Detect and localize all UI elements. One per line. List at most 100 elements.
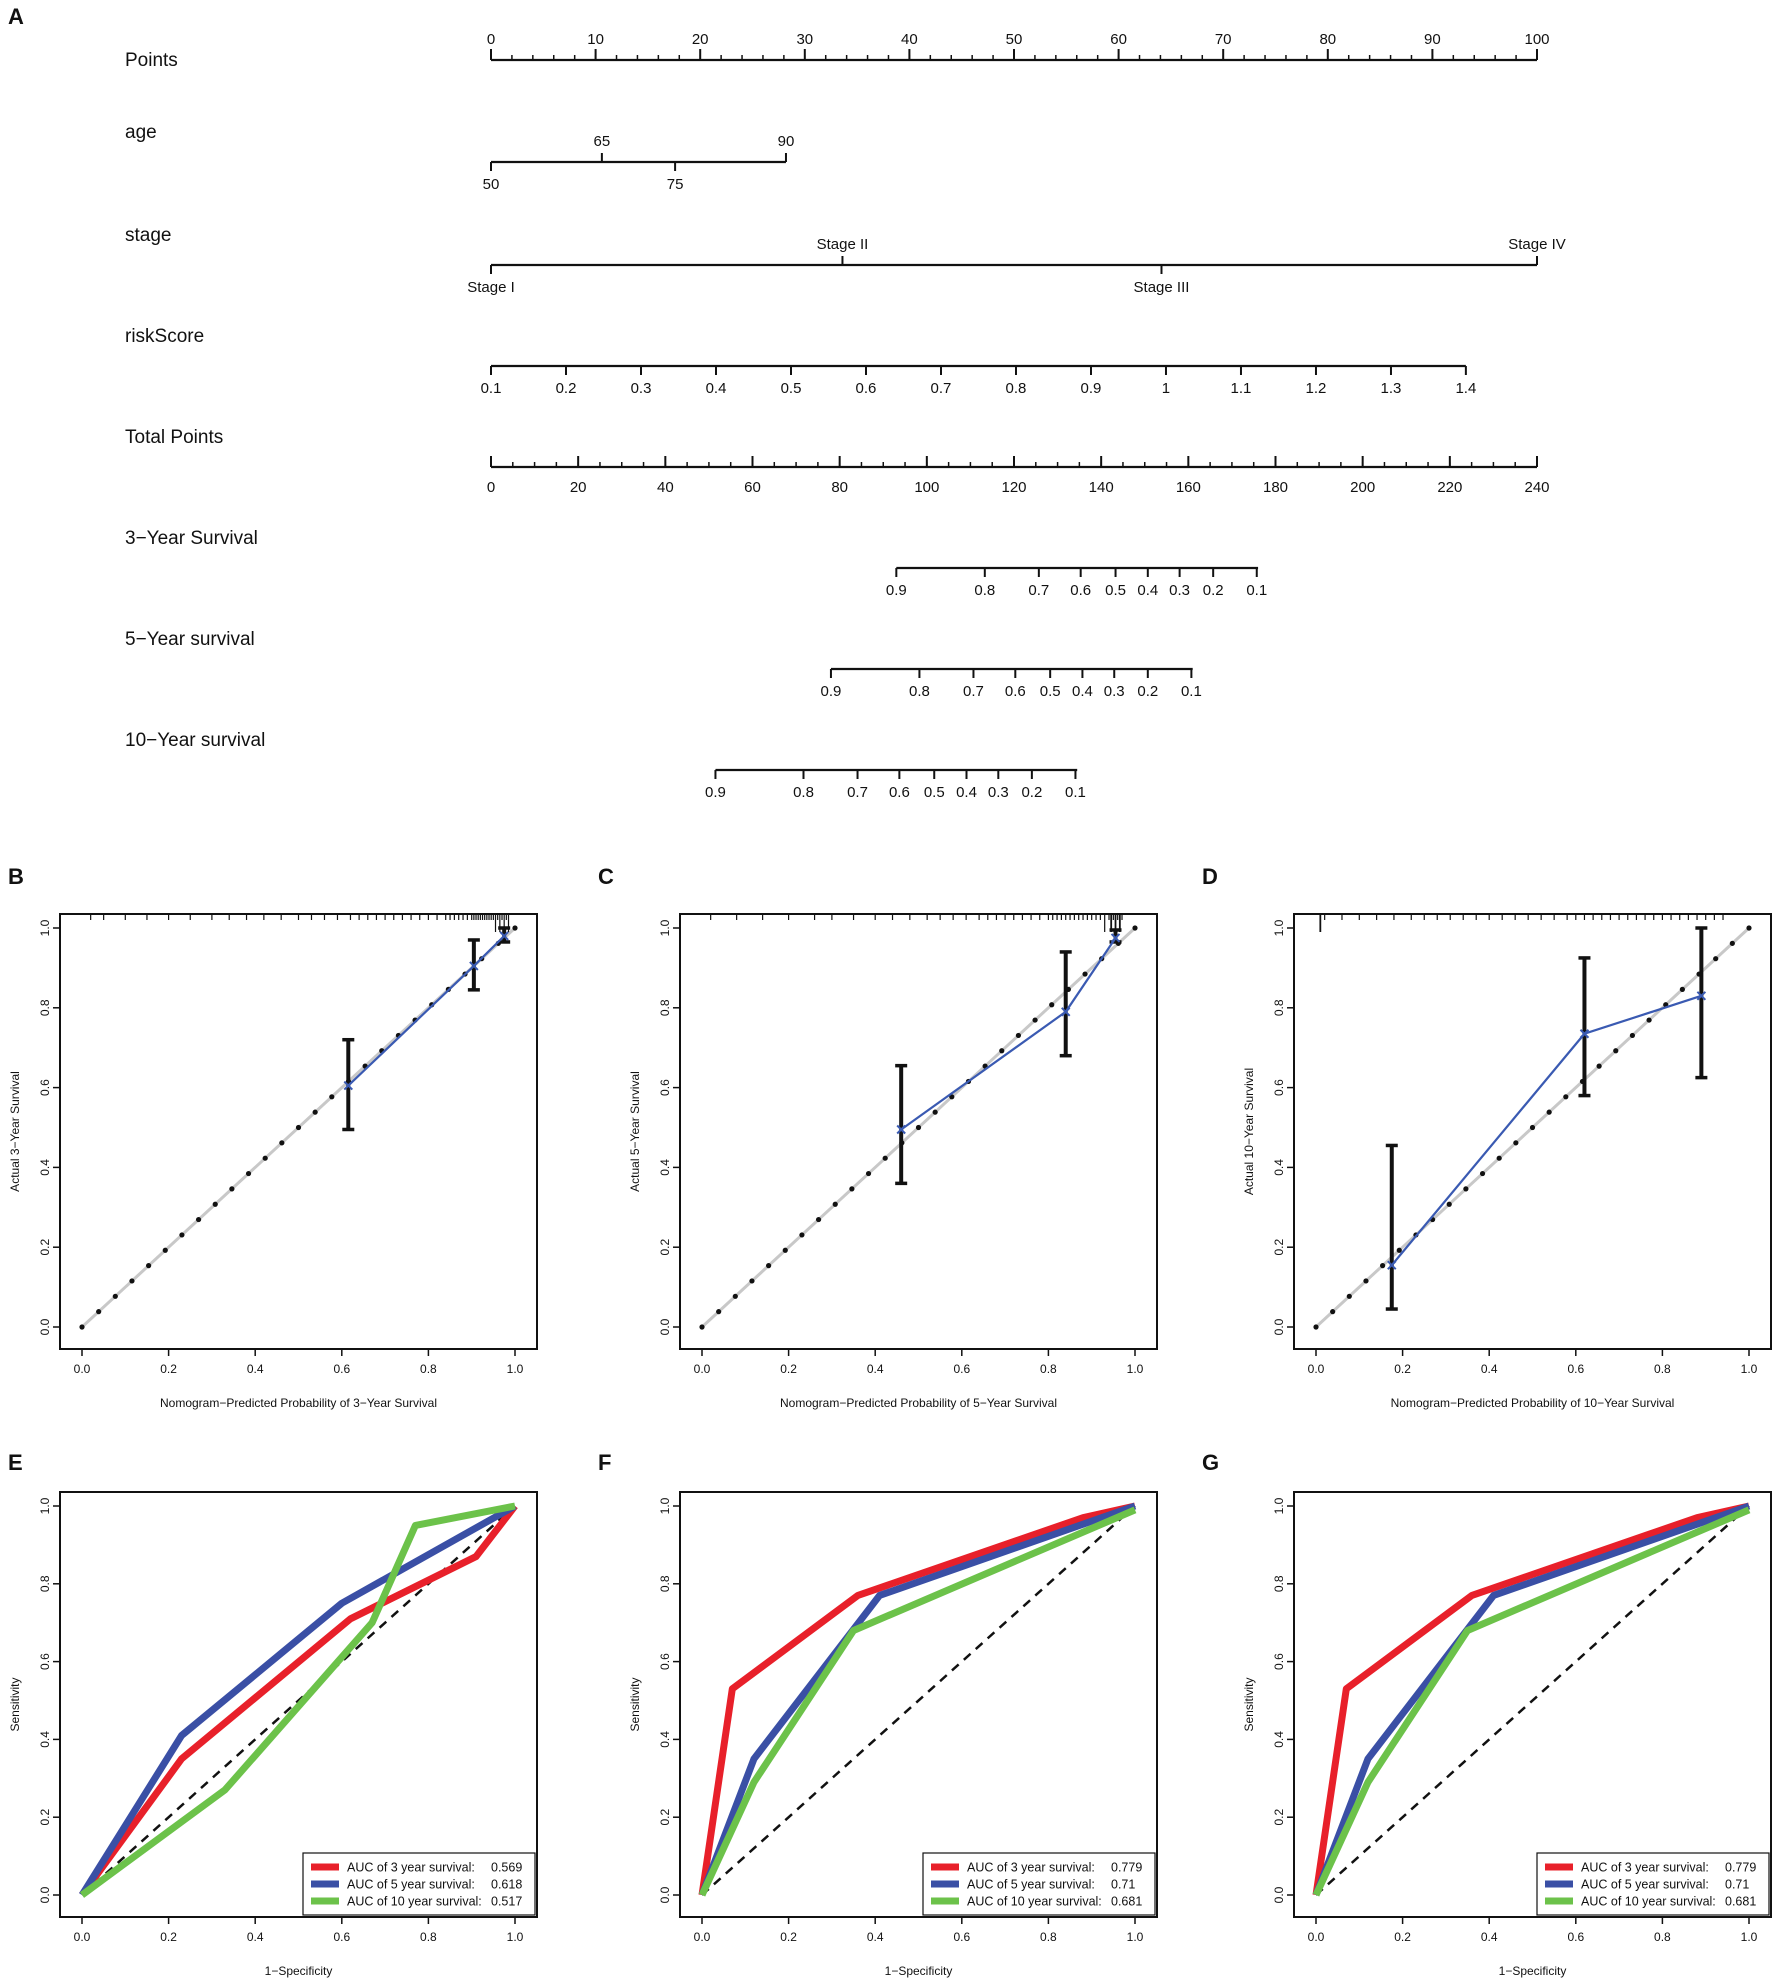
y-tick-label: 0.0 <box>658 1318 672 1335</box>
reference-dot <box>799 1232 805 1238</box>
reference-dot <box>1463 1186 1469 1192</box>
panel-letter-e: E <box>8 1450 23 1475</box>
plot-frame <box>679 913 1158 1350</box>
reference-dot <box>1496 1155 1502 1161</box>
reference-dot <box>1729 940 1735 946</box>
reference-dot <box>932 1109 938 1115</box>
legend-label: AUC of 5 year survival: <box>967 1878 1095 1892</box>
x-tick-label: 0.2 <box>780 1362 797 1376</box>
y-tick-label: 0.0 <box>38 1886 52 1903</box>
tick-label: 20 <box>692 31 709 48</box>
roc-curve-2 <box>1312 1506 1751 1897</box>
x-tick-label: 0.0 <box>74 1362 91 1376</box>
calibration-point <box>499 931 509 941</box>
reference-dot <box>1613 1048 1619 1054</box>
tick-label: 0.3 <box>1169 582 1190 599</box>
nomogram-row-label: Total Points <box>125 427 223 448</box>
tick-label: 0.4 <box>1072 683 1093 700</box>
reference-dot <box>1346 1293 1352 1299</box>
reference-dot <box>112 1293 118 1299</box>
tick-label: 40 <box>901 31 918 48</box>
roc-curve-1 <box>698 1502 1137 1897</box>
y-tick-label: 0.0 <box>658 1886 672 1903</box>
y-tick-label: 1.0 <box>1272 919 1286 936</box>
calibration-plot-10yr: 0.0 0.2 0.4 0.6 0.8 1.0 0.0 0.2 0.4 0.6 0.8 1.0 Nomo… <box>1242 913 1772 1410</box>
tick-label: 0.2 <box>1021 784 1042 801</box>
roc-plot-g: 0.0 0.2 0.4 0.6 0.8 1.0 0.0 0.2 0.4 0.6 0.8 1.0 1−Sp… <box>1242 1491 1772 1978</box>
x-tick-label: 1.0 <box>507 1930 524 1944</box>
x-tick-label: 0.6 <box>333 1930 350 1944</box>
nomogram-row-label: riskScore <box>125 326 204 347</box>
tick-label: 0.3 <box>1104 683 1125 700</box>
reference-dot <box>245 1170 252 1177</box>
y-tick-label: 0.0 <box>38 1318 52 1335</box>
y-tick-label: 0.4 <box>658 1731 672 1748</box>
tick-label: 0.7 <box>847 784 868 801</box>
tick-label: 0.9 <box>886 582 907 599</box>
x-tick-label: 1.0 <box>1741 1362 1758 1376</box>
tick-label: 0.5 <box>924 784 945 801</box>
x-tick-label: 1.0 <box>1741 1930 1758 1944</box>
reference-dot <box>1446 1201 1452 1207</box>
reference-dot <box>512 925 518 931</box>
legend-label: AUC of 10 year survival: <box>347 1895 482 1909</box>
tick-label: 0.6 <box>1070 582 1091 599</box>
y-axis-label: Sensitivity <box>8 1677 22 1731</box>
reference-dot <box>162 1247 168 1253</box>
tick-label: 50 <box>1006 31 1023 48</box>
nomogram-row-7: 10−Year survival 0.9 0.8 0.7 0.6 0.5 0.4 0.3 0.2… <box>125 730 1086 801</box>
reference-dot <box>832 1201 838 1207</box>
calibration-point <box>343 1080 354 1091</box>
y-tick-label: 0.8 <box>38 999 52 1016</box>
legend-box <box>922 1852 1156 1916</box>
reference-dot <box>129 1278 135 1284</box>
tick-label: 0 <box>487 479 495 496</box>
y-tick-label: 0.8 <box>1272 999 1286 1016</box>
tick-label: 75 <box>667 176 684 193</box>
legend-label: AUC of 5 year survival: <box>1581 1878 1709 1892</box>
plot-frame <box>679 1491 1158 1918</box>
x-tick-label: 0.6 <box>333 1362 350 1376</box>
tick-label: Stage I <box>467 279 515 296</box>
plot-frame <box>59 913 538 1350</box>
x-tick-label: 0.4 <box>1481 1930 1498 1944</box>
legend-label: AUC of 5 year survival: <box>347 1878 475 1892</box>
tick-label: 160 <box>1176 479 1201 496</box>
legend-auc-value: 0.681 <box>1111 1895 1142 1909</box>
y-tick-label: 0.2 <box>658 1809 672 1826</box>
y-tick-label: 0.4 <box>38 1731 52 1748</box>
reference-dot <box>782 1247 788 1253</box>
tick-label: 0.1 <box>1065 784 1086 801</box>
reference-dot <box>1396 1247 1402 1253</box>
y-tick-label: 0.4 <box>1272 1159 1286 1176</box>
panel-letter-f: F <box>598 1450 611 1475</box>
tick-label: 0.6 <box>856 380 877 397</box>
reference-dot <box>1563 1094 1569 1100</box>
tick-label: 70 <box>1215 31 1232 48</box>
y-tick-label: 0.2 <box>1272 1809 1286 1826</box>
roc-curve-0 <box>1312 1502 1750 1896</box>
x-tick-label: 1.0 <box>1127 1362 1144 1376</box>
tick-label: 1.2 <box>1306 380 1327 397</box>
y-tick-label: 1.0 <box>38 919 52 936</box>
reference-dot <box>1132 925 1138 931</box>
reference-dot <box>1015 1032 1022 1039</box>
x-tick-label: 0.8 <box>420 1930 437 1944</box>
nomogram-row-2: stage Stage I Stage II Stage III Stage IV <box>125 225 1566 296</box>
legend-label: AUC of 3 year survival: <box>347 1861 475 1875</box>
nomogram-row-label: age <box>125 122 157 143</box>
legend-auc-value: 0.517 <box>491 1895 522 1909</box>
x-axis-label: Nomogram−Predicted Probability of 10−Yea… <box>1391 1396 1675 1410</box>
reference-dot <box>1363 1278 1369 1284</box>
y-tick-label: 1.0 <box>38 1497 52 1514</box>
y-tick-label: 0.2 <box>658 1239 672 1256</box>
reference-dot <box>1513 1140 1519 1146</box>
roc-plot-e: 0.0 0.2 0.4 0.6 0.8 1.0 0.0 0.2 0.4 0.6 0.8 1.0 1−Sp… <box>8 1491 538 1978</box>
tick-label: 0.4 <box>1137 582 1158 599</box>
y-axis-label: Actual 3−Year Survival <box>8 1071 22 1192</box>
reference-dot <box>865 1170 872 1177</box>
y-tick-label: 1.0 <box>658 1497 672 1514</box>
legend-auc-value: 0.618 <box>491 1878 522 1892</box>
tick-label: 200 <box>1350 479 1375 496</box>
